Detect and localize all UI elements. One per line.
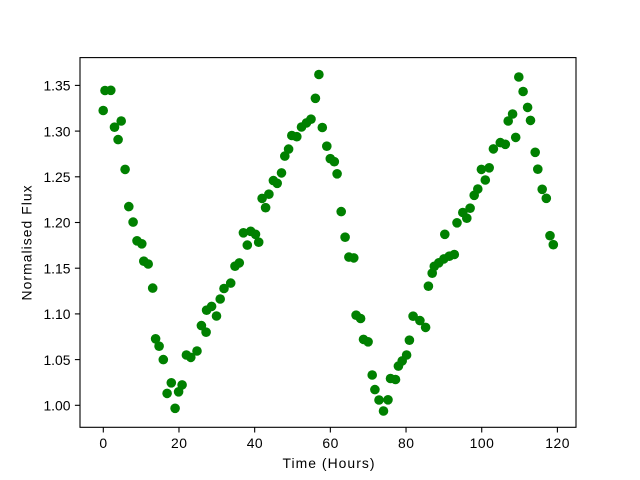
svg-text:0: 0 — [99, 435, 107, 451]
svg-text:20: 20 — [171, 435, 187, 451]
svg-text:40: 40 — [247, 435, 263, 451]
svg-text:Time (Hours): Time (Hours) — [282, 455, 375, 471]
svg-text:1.25: 1.25 — [43, 169, 70, 185]
svg-text:1.05: 1.05 — [43, 352, 70, 368]
svg-text:1.00: 1.00 — [43, 398, 70, 414]
svg-text:1.30: 1.30 — [43, 123, 70, 139]
svg-text:100: 100 — [470, 435, 495, 451]
svg-text:80: 80 — [398, 435, 414, 451]
svg-text:1.10: 1.10 — [43, 306, 70, 322]
svg-text:1.20: 1.20 — [43, 215, 70, 231]
svg-text:1.15: 1.15 — [43, 260, 70, 276]
svg-text:1.35: 1.35 — [43, 78, 70, 94]
svg-text:120: 120 — [545, 435, 570, 451]
svg-text:Normalised Flux: Normalised Flux — [19, 184, 35, 300]
svg-text:60: 60 — [322, 435, 338, 451]
